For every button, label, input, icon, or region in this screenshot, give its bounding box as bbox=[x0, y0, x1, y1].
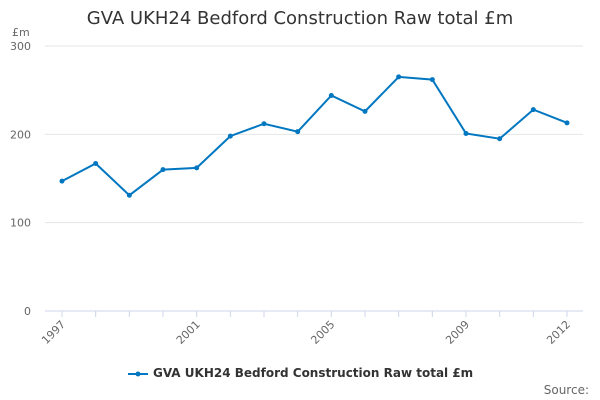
legend-item[interactable]: GVA UKH24 Bedford Construction Raw total… bbox=[0, 366, 600, 380]
source-label: Source: bbox=[543, 383, 589, 397]
data-point bbox=[530, 107, 536, 113]
series-line bbox=[61, 75, 568, 197]
y-tick-label: 0 bbox=[24, 305, 31, 318]
y-tick-label: 200 bbox=[10, 128, 31, 141]
data-point bbox=[497, 136, 503, 142]
data-point bbox=[227, 133, 233, 139]
x-tick-label: 2012 bbox=[544, 318, 573, 347]
data-point bbox=[160, 167, 166, 173]
x-tick-label: 2005 bbox=[308, 318, 337, 347]
chart-title: GVA UKH24 Bedford Construction Raw total… bbox=[86, 8, 514, 29]
y-tick-label: 300 bbox=[10, 40, 31, 53]
data-point bbox=[93, 160, 99, 166]
y-axis-label: £m bbox=[12, 26, 30, 39]
data-point bbox=[396, 74, 402, 80]
x-tick-label: 2001 bbox=[174, 318, 203, 347]
data-point bbox=[328, 92, 334, 98]
data-point bbox=[362, 108, 368, 114]
x-tick-label: 2009 bbox=[443, 318, 472, 347]
data-point bbox=[261, 121, 267, 127]
legend-label: GVA UKH24 Bedford Construction Raw total… bbox=[152, 366, 474, 380]
data-point bbox=[194, 165, 200, 171]
data-point bbox=[126, 192, 132, 198]
data-point bbox=[59, 178, 65, 184]
y-tick-label: 100 bbox=[10, 217, 31, 230]
x-tick-label: 1997 bbox=[39, 318, 68, 347]
legend-line-icon bbox=[127, 371, 148, 376]
data-point bbox=[564, 120, 570, 126]
data-point bbox=[463, 130, 469, 136]
data-point bbox=[295, 129, 301, 135]
data-point bbox=[429, 77, 435, 83]
